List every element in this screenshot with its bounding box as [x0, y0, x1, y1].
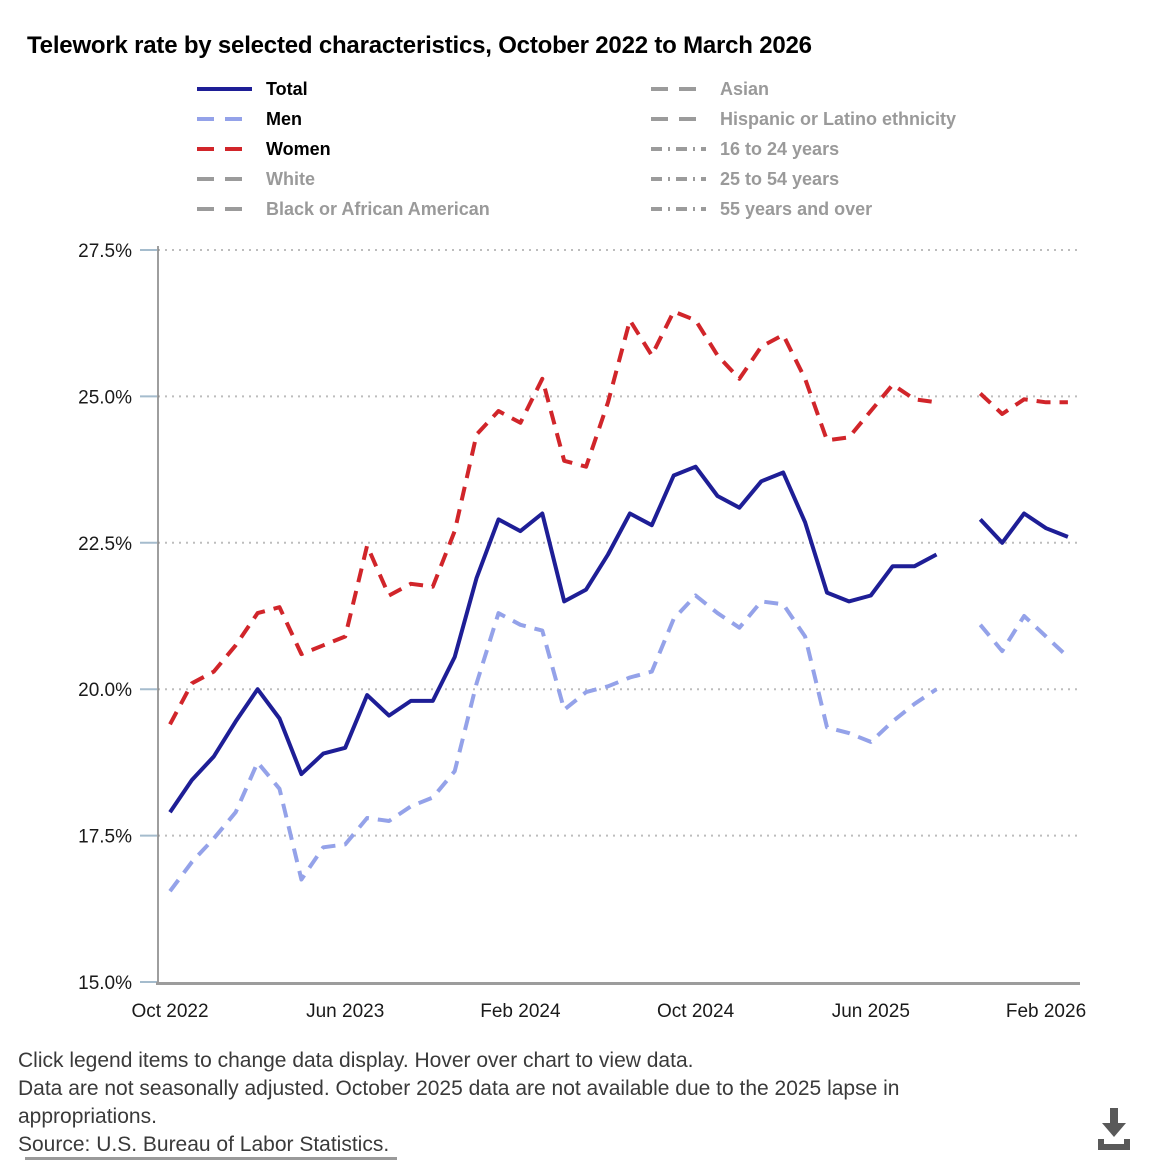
legend-label: 25 to 54 years — [720, 168, 840, 189]
25-to-54-years-line-swatch-icon — [651, 177, 706, 181]
y-axis-label: 25.0% — [78, 387, 132, 408]
y-axis-label: 20.0% — [78, 680, 132, 701]
legend-label: 55 years and over — [720, 198, 873, 219]
x-axis-label: Jun 2025 — [832, 1001, 910, 1022]
legend-item-black-or-african-american[interactable]: Black or African American — [196, 194, 490, 224]
chart-footnotes: Click legend items to change data displa… — [18, 1047, 1028, 1159]
download-icon — [1098, 1108, 1130, 1150]
legend-item-total[interactable]: Total — [196, 74, 490, 104]
total-line-swatch-icon — [197, 87, 252, 91]
y-axis-label: 15.0% — [78, 973, 132, 994]
section-divider — [25, 1157, 397, 1160]
legend-label: White — [266, 168, 315, 189]
series-line-women[interactable] — [168, 309, 1068, 726]
white-line-swatch-icon — [197, 177, 252, 181]
women-line-swatch-icon — [197, 147, 252, 151]
y-axis-label: 17.5% — [78, 827, 132, 848]
legend-item-55-years-and-over[interactable]: 55 years and over — [650, 194, 956, 224]
legend-item-asian[interactable]: Asian — [650, 74, 956, 104]
footnote-source: Source: U.S. Bureau of Labor Statistics. — [18, 1133, 390, 1156]
legend-item-16-to-24-years[interactable]: 16 to 24 years — [650, 134, 956, 164]
legend-label: 16 to 24 years — [720, 138, 840, 159]
55-years-and-over-line-swatch-icon — [651, 207, 706, 211]
legend-label: Hispanic or Latino ethnicity — [720, 108, 957, 129]
16-to-24-years-line-swatch-icon — [651, 147, 706, 151]
legend-label: Asian — [720, 78, 770, 99]
legend-column-left: Total Men Women White Black or African Ameri… — [196, 74, 490, 224]
y-axis-label: 22.5% — [78, 534, 132, 555]
legend-label: Women — [266, 138, 331, 159]
series-line-men[interactable] — [168, 593, 1070, 893]
page-title: Telework rate by selected characteristic… — [27, 32, 812, 60]
legend-item-men[interactable]: Men — [196, 104, 490, 134]
footnote-interaction-hint: Click legend items to change data displa… — [18, 1049, 694, 1072]
legend-label: Men — [266, 108, 302, 129]
x-axis-label: Feb 2024 — [480, 1001, 561, 1022]
legend-label: Black or African American — [266, 198, 490, 219]
y-axis-label: 27.5% — [78, 241, 132, 262]
x-axis-label: Feb 2026 — [1006, 1001, 1086, 1022]
footnote-data-note: Data are not seasonally adjusted. Octobe… — [18, 1077, 900, 1128]
x-axis-label: Oct 2024 — [657, 1001, 735, 1022]
asian-line-swatch-icon — [651, 87, 706, 91]
legend-item-women[interactable]: Women — [196, 134, 490, 164]
series-line-total[interactable] — [168, 464, 1069, 814]
download-button[interactable] — [1088, 1102, 1140, 1154]
legend-item-white[interactable]: White — [196, 164, 490, 194]
hispanic-or-latino-ethnicity-line-swatch-icon — [651, 117, 706, 121]
legend-column-right: Asian Hispanic or Latino ethnicity 16 to 2… — [650, 74, 956, 224]
legend-item-hispanic-or-latino-ethnicity[interactable]: Hispanic or Latino ethnicity — [650, 104, 956, 134]
legend-item-25-to-54-years[interactable]: 25 to 54 years — [650, 164, 956, 194]
x-axis-label: Oct 2022 — [131, 1001, 208, 1022]
legend-label: Total — [266, 78, 308, 99]
men-line-swatch-icon — [197, 117, 252, 121]
x-axis-label: Jun 2023 — [306, 1001, 384, 1022]
black-or-african-american-line-swatch-icon — [197, 207, 252, 211]
